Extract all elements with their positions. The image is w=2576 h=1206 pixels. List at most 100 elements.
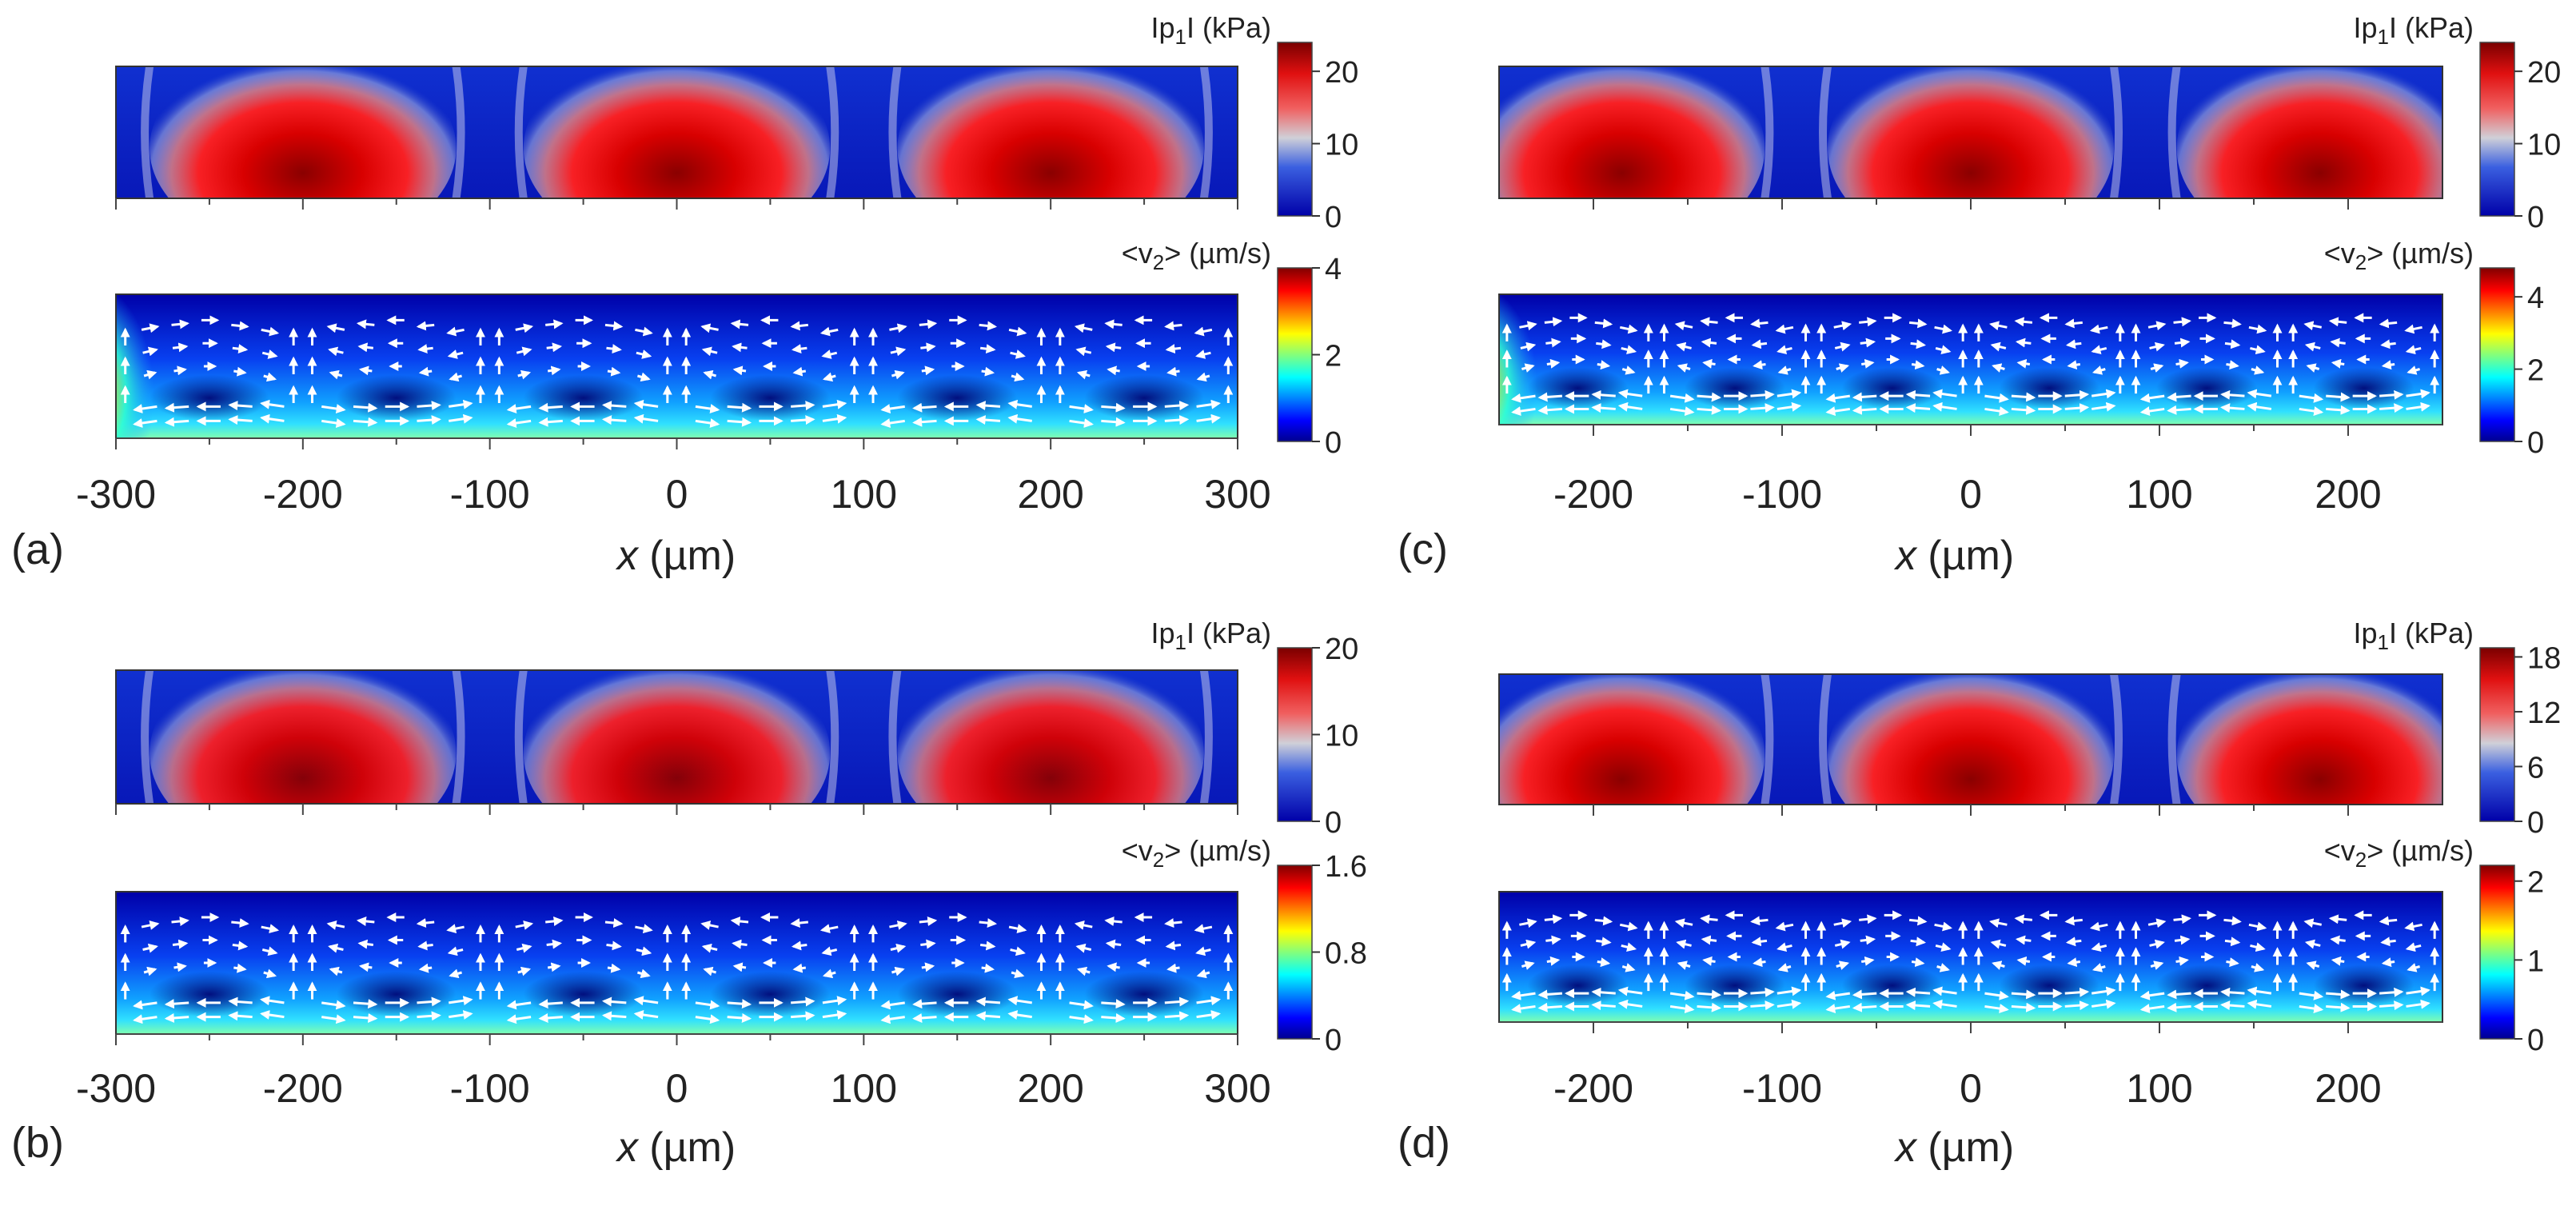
streaming-arrow [1852,392,1877,402]
streaming-arrow [2220,1000,2245,1011]
x-axis-tick-label: -200 [263,472,343,517]
streaming-arrow [1935,942,1952,952]
velocity-map-background [116,892,1238,1034]
streaming-arrow [601,1011,627,1021]
streaming-arrow [1860,956,1875,966]
streaming-arrow [417,940,433,951]
streaming-arrow [1750,1000,1775,1011]
streaming-arrow [792,963,807,973]
streaming-arrow [2091,389,2116,399]
streaming-arrow [730,319,749,329]
streaming-arrow [261,326,280,337]
pressure-title-main: Ip [2353,11,2377,44]
streaming-arrow [819,326,839,337]
streaming-arrow [732,365,747,376]
pressure-edge [452,66,465,198]
velocity-colorbar-title: <v2> (µm/s) [2324,237,2474,274]
streaming-arrow [260,1010,285,1020]
streaming-arrow [1519,918,1537,928]
streaming-arrow [2406,389,2430,399]
streaming-arrow [228,1011,253,1021]
pressure-edge [452,670,465,804]
streaming-arrow [1825,990,1851,1000]
streaming-arrow [1669,406,1695,417]
streaming-arrow [260,996,285,1006]
streaming-arrow [1859,914,1877,924]
streaming-arrow [417,344,433,354]
velocity-map-background [1499,294,2442,425]
streaming-arrow [1932,401,1957,412]
streaming-arrow [633,413,659,424]
streaming-arrows [120,912,1234,1024]
streaming-arrow [1196,996,1221,1006]
streaming-arrow [890,943,907,953]
streaming-arrow [516,943,532,953]
streaming-arrow [1676,341,1692,352]
x-axis-tick-label: 200 [2315,1066,2381,1111]
streaming-arrow [2014,317,2033,327]
streaming-arrow [506,1000,532,1010]
x-axis-tick-label: 0 [666,472,688,517]
streaming-arrow [1674,321,1693,331]
pressure-peak-2 [2176,66,2442,198]
streaming-arrow [1107,365,1120,376]
streaming-arrow [1074,920,1093,930]
streaming-arrow [792,366,807,377]
streaming-arrow [1777,963,1792,972]
streaming-arrow [2139,1004,2165,1014]
streaming-arrow [1750,318,1769,329]
x-axis-label-variable: x [1893,533,1918,579]
streaming-arrow [356,319,375,329]
streaming-arrow [2065,339,2082,349]
streaming-arrow [1911,360,1925,370]
streaming-arrow [601,415,627,425]
velocity-colorbar-tick-label: 1 [2527,944,2544,978]
streaming-arrow [791,1011,815,1021]
streaming-arrow [703,966,717,976]
pressure-title-unit: I (kPa) [1186,617,1271,649]
vortex-core-4 [2156,367,2257,409]
pressure-colorbar [1277,647,1313,822]
x-axis-tick-label: 100 [2126,472,2192,517]
streaming-arrow [1905,389,1931,400]
streaming-arrow [636,349,652,359]
streaming-arrow [1520,939,1537,949]
streaming-arrow [2299,393,2324,403]
x-axis: -200 -100 0 100 200 x (µm) [1499,1021,2442,1171]
streaming-arrow [2016,358,2031,369]
streaming-arrow [635,326,653,337]
streaming-arrow [1669,990,1695,1000]
streaming-arrow [449,1010,473,1020]
streaming-arrow [607,366,621,377]
panel-label: (a) [11,525,64,573]
streaming-arrow [2226,360,2239,370]
x-axis-tick-label: 0 [1960,1066,1982,1111]
streaming-arrow [1076,966,1091,976]
streaming-arrow [328,943,344,953]
streaming-arrow [1076,369,1091,380]
pressure-title-main: Ip [2353,617,2377,649]
velocity-field [1499,294,2442,425]
streaming-arrow [635,924,653,934]
streaming-arrow [357,939,374,949]
vortex-core-0 [150,374,269,421]
streaming-arrow [1697,392,1721,402]
streaming-arrow [1196,1010,1221,1020]
streaming-arrow [2015,935,2032,945]
x-axis-label-unit: (µm) [638,533,736,579]
streaming-arrow [143,369,158,380]
streaming-arrow [2250,942,2266,952]
streaming-arrow [2326,405,2351,415]
streaming-arrow [545,916,564,926]
vortex-core-3 [710,971,831,1017]
pressure-edge [1761,674,1774,805]
streaming-arrow [449,413,473,424]
streaming-arrow [975,415,1001,425]
streaming-arrow [730,916,749,926]
streaming-arrow [1519,321,1537,331]
streaming-arrow [2220,987,2245,997]
streaming-arrow [418,366,433,377]
velocity-colorbar-tick-label: 0.8 [1325,937,1367,971]
streaming-arrow [326,323,345,333]
